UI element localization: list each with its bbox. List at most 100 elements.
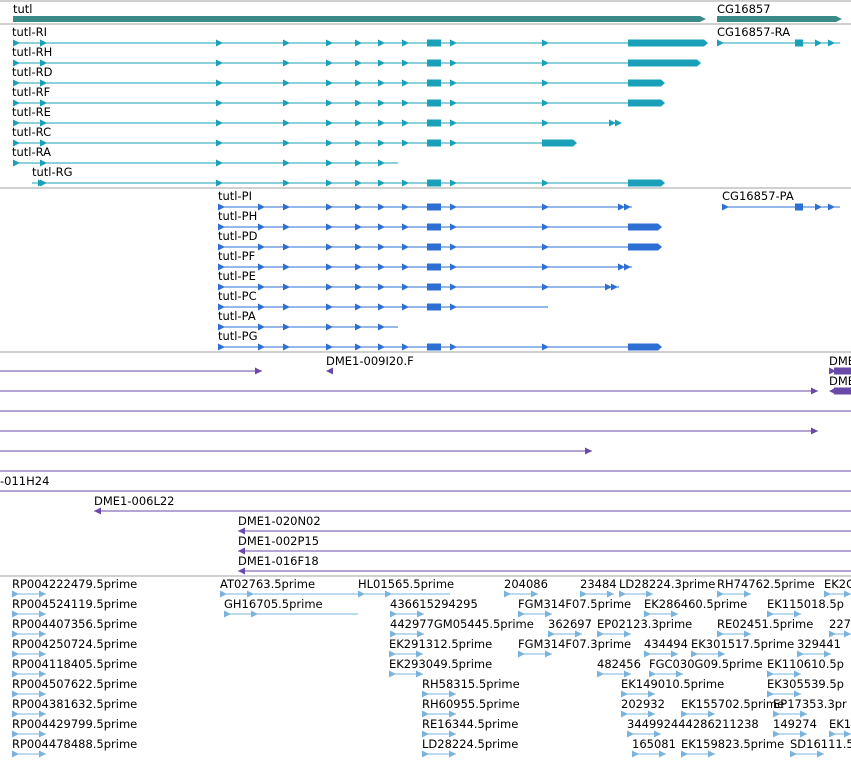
est-label[interactable]: EK2C xyxy=(824,577,851,591)
clone-label[interactable]: -011H24 xyxy=(0,474,49,488)
est-label[interactable]: 204086 xyxy=(504,577,548,591)
est-label[interactable]: FGM314F07.3prime xyxy=(518,637,631,651)
est-label[interactable]: EK159823.5prime xyxy=(681,737,784,751)
est-label[interactable]: RP004478488.5prime xyxy=(12,737,137,751)
est-label[interactable]: RP004250724.5prime xyxy=(12,637,137,651)
transcript-label[interactable]: tutl-RI xyxy=(12,25,47,39)
est-arrow xyxy=(717,590,724,598)
est-label[interactable]: EK1 xyxy=(829,717,851,731)
est-label[interactable]: 227 xyxy=(829,617,851,631)
est-label[interactable]: FGC030G09.5prime xyxy=(649,657,763,671)
clone-label[interactable]: DME1 xyxy=(829,354,851,368)
est-label[interactable]: 165081 xyxy=(632,737,676,751)
transcript-block xyxy=(427,99,441,107)
clone-label[interactable]: DME1-016F18 xyxy=(238,554,319,568)
est-label[interactable]: EK115018.5p xyxy=(767,597,844,611)
transcript-label[interactable]: tutl-RG xyxy=(32,165,73,179)
est-arrow xyxy=(389,670,396,678)
protein-exon xyxy=(218,223,225,231)
est-label[interactable]: 482456 xyxy=(597,657,641,671)
est-arrow xyxy=(654,730,661,738)
est-label[interactable]: RH74762.5prime xyxy=(717,577,815,591)
protein-label[interactable]: tutl-PG xyxy=(218,329,258,343)
est-label[interactable]: RE16344.5prime xyxy=(422,717,518,731)
transcript-label[interactable]: tutl-RF xyxy=(12,85,50,99)
est-arrow xyxy=(681,750,688,758)
est-label[interactable]: RE02451.5prime xyxy=(717,617,813,631)
protein-label[interactable]: CG16857-PA xyxy=(722,189,794,203)
est-label[interactable]: 436615294295 xyxy=(390,597,478,611)
est-label[interactable]: EK155702.5prime xyxy=(681,697,784,711)
est-label[interactable]: EK305539.5p xyxy=(767,677,844,691)
transcript-label[interactable]: CG16857-RA xyxy=(717,25,790,39)
est-label[interactable]: AT02763.5prime xyxy=(220,577,315,591)
transcript-block xyxy=(427,79,441,87)
est-label[interactable]: 362697 xyxy=(548,617,592,631)
clone-label[interactable]: DME1-002P15 xyxy=(238,534,319,548)
est-label[interactable]: RP004407356.5prime xyxy=(12,617,137,631)
est-label[interactable]: RP004524119.5prime xyxy=(12,597,137,611)
protein-exon xyxy=(542,283,549,291)
transcript-exon xyxy=(283,59,290,67)
transcript-label[interactable]: tutl-RD xyxy=(12,65,53,79)
est-label[interactable]: RH58315.5prime xyxy=(422,677,520,691)
protein-label[interactable]: tutl-PI xyxy=(218,189,252,203)
transcript-exon xyxy=(542,119,549,127)
est-label[interactable]: 149274 xyxy=(773,717,817,731)
protein-exon xyxy=(326,223,333,231)
est-label[interactable]: GH16705.5prime xyxy=(224,597,323,611)
est-label[interactable]: RP004222479.5prime xyxy=(12,577,137,591)
est-label[interactable]: 23484 xyxy=(580,577,617,591)
est-label[interactable]: 442977GM05445.5prime xyxy=(390,617,534,631)
gene-label[interactable]: tutl xyxy=(13,2,33,16)
est-label[interactable]: RH60955.5prime xyxy=(422,697,520,711)
est-label[interactable]: FGM314F07.5prime xyxy=(518,597,631,611)
est-label[interactable]: LD28224.5prime xyxy=(422,737,518,751)
clone-label[interactable]: DME1-006L22 xyxy=(94,494,175,508)
est-arrow xyxy=(844,730,851,738)
transcript-label[interactable]: tutl-RH xyxy=(12,45,52,59)
transcript-exon xyxy=(402,179,409,187)
est-label[interactable]: 202932 xyxy=(621,697,665,711)
est-label[interactable]: 434494 xyxy=(644,637,688,651)
est-label[interactable]: LD28224.3prime xyxy=(619,577,715,591)
est-label[interactable]: HL01565.5prime xyxy=(358,577,454,591)
est-label[interactable]: EK110610.5p xyxy=(767,657,844,671)
transcript-label[interactable]: tutl-RE xyxy=(12,105,51,119)
est-label[interactable]: SD16111.5 xyxy=(790,737,851,751)
gene-bar[interactable] xyxy=(717,16,836,22)
protein-exon xyxy=(402,203,409,211)
est-label[interactable]: EK291312.5prime xyxy=(389,637,492,651)
gene-label[interactable]: CG16857 xyxy=(717,2,771,16)
gene-bar[interactable] xyxy=(13,16,700,22)
protein-exon xyxy=(378,203,385,211)
protein-exon xyxy=(258,323,265,331)
protein-exon xyxy=(326,263,333,271)
est-label[interactable]: RP004118405.5prime xyxy=(12,657,137,671)
est-label[interactable]: 344992444286211238 xyxy=(627,717,759,731)
est-arrow xyxy=(817,750,824,758)
transcript-utr xyxy=(628,79,661,87)
est-label[interactable]: EK293049.5prime xyxy=(389,657,492,671)
clone-label[interactable]: DME1 xyxy=(829,374,851,388)
protein-label[interactable]: tutl-PH xyxy=(218,209,257,223)
est-label[interactable]: RP004429799.5prime xyxy=(12,717,137,731)
protein-exon xyxy=(378,223,385,231)
protein-label[interactable]: tutl-PD xyxy=(218,229,258,243)
est-label[interactable]: EP02123.3prime xyxy=(597,617,692,631)
est-label[interactable]: RP004381632.5prime xyxy=(12,697,137,711)
protein-label[interactable]: tutl-PA xyxy=(218,309,256,323)
clone-label[interactable]: DME1-020N02 xyxy=(238,514,321,528)
transcript-label[interactable]: tutl-RC xyxy=(12,125,51,139)
protein-label[interactable]: tutl-PE xyxy=(218,269,256,283)
est-label[interactable]: RP004507622.5prime xyxy=(12,677,137,691)
est-label[interactable]: EK286460.5prime xyxy=(644,597,747,611)
transcript-label[interactable]: tutl-RA xyxy=(12,145,51,159)
est-label[interactable]: EP17353.3pr xyxy=(773,697,847,711)
est-label[interactable]: EK301517.5prime xyxy=(691,637,794,651)
est-label[interactable]: 329441 xyxy=(797,637,841,651)
protein-label[interactable]: tutl-PC xyxy=(218,289,257,303)
clone-label[interactable]: DME1-009I20.F xyxy=(326,354,414,368)
est-label[interactable]: EK149010.5prime xyxy=(621,677,724,691)
protein-label[interactable]: tutl-PF xyxy=(218,249,255,263)
